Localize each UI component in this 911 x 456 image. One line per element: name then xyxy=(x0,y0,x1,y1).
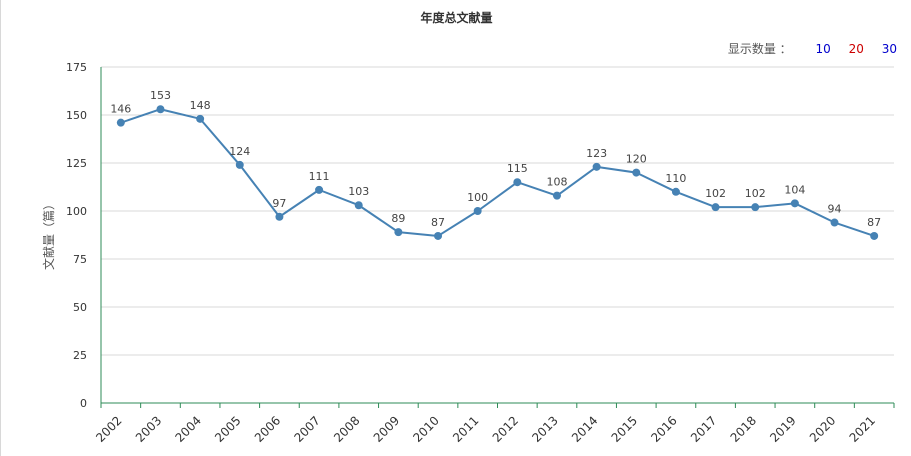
data-label-2015: 120 xyxy=(626,153,647,166)
display-count-selector: 显示数量 ： 10 20 30 xyxy=(728,40,897,57)
data-point-2012 xyxy=(513,178,522,187)
data-label-2011: 100 xyxy=(467,191,488,204)
y-tick-label-50: 50 xyxy=(73,301,87,314)
data-label-2018: 102 xyxy=(745,187,766,200)
data-point-2020 xyxy=(830,218,839,227)
x-tick-label-2014: 2014 xyxy=(569,413,600,444)
x-tick-label-2016: 2016 xyxy=(648,413,679,444)
data-point-2016 xyxy=(671,187,680,196)
data-label-2009: 89 xyxy=(391,212,405,225)
data-label-2006: 97 xyxy=(272,197,286,210)
data-point-2006 xyxy=(275,212,284,221)
y-tick-label-0: 0 xyxy=(80,397,87,410)
x-tick-label-2003: 2003 xyxy=(133,413,164,444)
data-point-2009 xyxy=(394,228,403,237)
x-tick-label-2008: 2008 xyxy=(331,413,362,444)
display-count-option-30[interactable]: 30 xyxy=(881,42,897,56)
x-tick-label-2013: 2013 xyxy=(529,413,560,444)
x-tick-label-2020: 2020 xyxy=(807,413,838,444)
series-line xyxy=(120,108,875,237)
data-label-2013: 108 xyxy=(546,176,567,189)
data-point-2021 xyxy=(870,231,879,240)
data-point-2007 xyxy=(315,185,324,194)
data-point-2010 xyxy=(434,231,443,240)
data-label-2012: 115 xyxy=(507,162,528,175)
data-label-2007: 111 xyxy=(309,170,330,183)
data-point-2014 xyxy=(592,162,601,171)
axes: 0 25 50 75 100 125 150 175 2002 2003 2004 2005 2006 2… xyxy=(66,61,895,445)
data-point-2005 xyxy=(235,160,244,169)
x-tick-label-2004: 2004 xyxy=(173,413,204,444)
x-tick-label-2005: 2005 xyxy=(212,413,243,444)
x-tick-label-2019: 2019 xyxy=(767,413,798,444)
data-point-2008 xyxy=(354,201,363,210)
x-tick-label-2002: 2002 xyxy=(93,413,124,444)
display-count-option-20[interactable]: 20 xyxy=(848,42,864,56)
y-tick-label-25: 25 xyxy=(73,349,87,362)
data-label-2019: 104 xyxy=(784,183,805,196)
data-label-2004: 148 xyxy=(190,99,211,112)
data-labels: 146 153 148 124 97 111 103 89 87 100 115 108 123 120 1… xyxy=(110,89,881,229)
data-label-2016: 110 xyxy=(665,172,686,185)
data-point-2017 xyxy=(711,203,720,212)
y-axis-title: 文献量（篇） xyxy=(41,198,56,270)
data-label-2002: 146 xyxy=(110,103,131,116)
data-label-2017: 102 xyxy=(705,187,726,200)
chart-title: 年度总文献量 xyxy=(420,11,493,25)
data-point-2019 xyxy=(790,199,799,208)
data-label-2005: 124 xyxy=(229,145,250,158)
x-tick-label-2017: 2017 xyxy=(688,413,719,444)
x-tick-label-2018: 2018 xyxy=(728,413,759,444)
data-point-2003 xyxy=(156,105,165,114)
y-tick-label-175: 175 xyxy=(66,61,87,74)
data-point-2011 xyxy=(473,207,482,215)
y-tick-label-75: 75 xyxy=(73,253,87,266)
data-label-2021: 87 xyxy=(867,216,881,229)
series xyxy=(116,105,879,240)
y-tick-label-125: 125 xyxy=(66,157,87,170)
data-point-2018 xyxy=(751,203,760,212)
x-tick-label-2010: 2010 xyxy=(410,413,441,444)
x-tick-label-2015: 2015 xyxy=(609,413,640,444)
data-point-2015 xyxy=(632,168,641,177)
x-tick-label-2021: 2021 xyxy=(847,413,878,444)
x-tick-label-2012: 2012 xyxy=(490,413,521,444)
x-tick-label-2007: 2007 xyxy=(291,413,322,444)
y-tick-label-100: 100 xyxy=(66,205,87,218)
x-tick-label-2009: 2009 xyxy=(371,413,402,444)
x-tick-label-2006: 2006 xyxy=(252,413,283,444)
data-label-2003: 153 xyxy=(150,89,171,102)
data-label-2008: 103 xyxy=(348,185,369,198)
data-point-2002 xyxy=(116,118,125,127)
data-point-2013 xyxy=(552,191,561,200)
x-tick-label-2011: 2011 xyxy=(450,413,481,444)
data-label-2014: 123 xyxy=(586,147,607,160)
data-point-2004 xyxy=(196,114,205,123)
display-count-option-10[interactable]: 10 xyxy=(815,42,831,56)
grid-lines xyxy=(101,66,894,356)
display-count-label: 显示数量 ： xyxy=(727,42,792,56)
data-label-2020: 94 xyxy=(828,203,842,216)
data-label-2010: 87 xyxy=(431,216,445,229)
y-tick-label-150: 150 xyxy=(66,109,87,122)
